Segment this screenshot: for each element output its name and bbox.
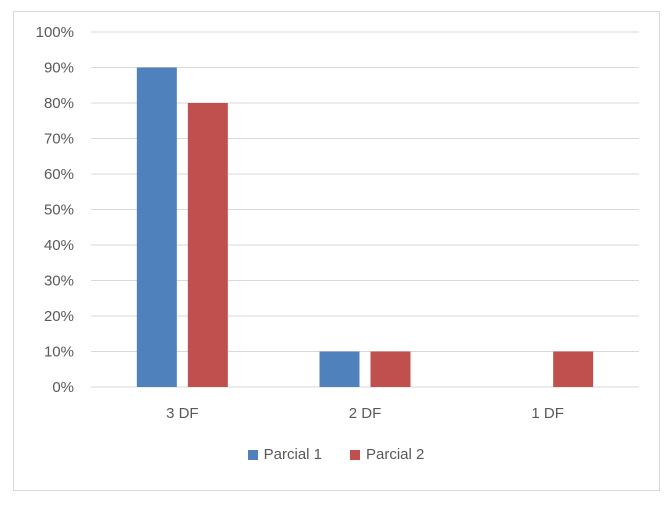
- y-tick-label: 100%: [36, 24, 74, 41]
- y-axis-ticks: 0% 10% 20% 30% 40% 50% 60% 70% 80% 90% 100%: [36, 24, 74, 396]
- legend-swatch-series-2: [350, 449, 360, 460]
- gridlines: [91, 31, 639, 388]
- x-tick-label: 3 DF: [166, 405, 199, 422]
- legend-label-series-1: Parcial 1: [263, 446, 322, 463]
- y-tick-label: 20%: [44, 308, 74, 325]
- x-axis-ticks: 3 DF 2 DF 1 DF: [166, 405, 564, 422]
- y-tick-label: 10%: [44, 344, 74, 361]
- bar-series-1: [136, 67, 177, 387]
- bar-series-1: [319, 351, 360, 387]
- y-tick-label: 60%: [44, 166, 74, 183]
- legend-item-series-1: Parcial 1: [247, 446, 322, 463]
- y-tick-label: 70%: [44, 131, 74, 148]
- x-tick-label: 1 DF: [531, 405, 564, 422]
- y-tick-label: 30%: [44, 273, 74, 290]
- legend-swatch-series-1: [247, 449, 258, 460]
- y-tick-label: 0%: [52, 379, 74, 396]
- y-tick-label: 40%: [44, 237, 74, 254]
- y-tick-label: 90%: [44, 60, 74, 77]
- legend: Parcial 1 Parcial 2: [0, 446, 672, 463]
- bars: [136, 67, 594, 387]
- x-tick-label: 2 DF: [349, 405, 382, 422]
- legend-item-series-2: Parcial 2: [350, 446, 424, 463]
- legend-label-series-2: Parcial 2: [366, 446, 425, 463]
- bar-series-2: [553, 351, 594, 387]
- bar-series-2: [187, 103, 228, 387]
- chart-frame: [13, 11, 660, 491]
- bar-series-2: [370, 351, 411, 387]
- y-tick-label: 50%: [44, 202, 74, 219]
- y-tick-label: 80%: [44, 95, 74, 112]
